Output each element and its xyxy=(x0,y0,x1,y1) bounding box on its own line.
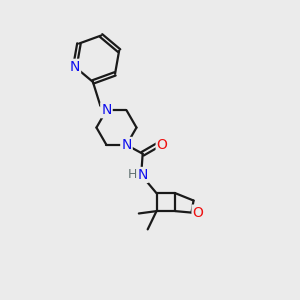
Text: O: O xyxy=(157,138,167,152)
Text: O: O xyxy=(193,206,203,220)
Text: N: N xyxy=(121,138,132,152)
Text: N: N xyxy=(101,103,112,117)
Text: H: H xyxy=(128,168,137,182)
Text: N: N xyxy=(70,60,80,74)
Text: N: N xyxy=(137,168,148,182)
